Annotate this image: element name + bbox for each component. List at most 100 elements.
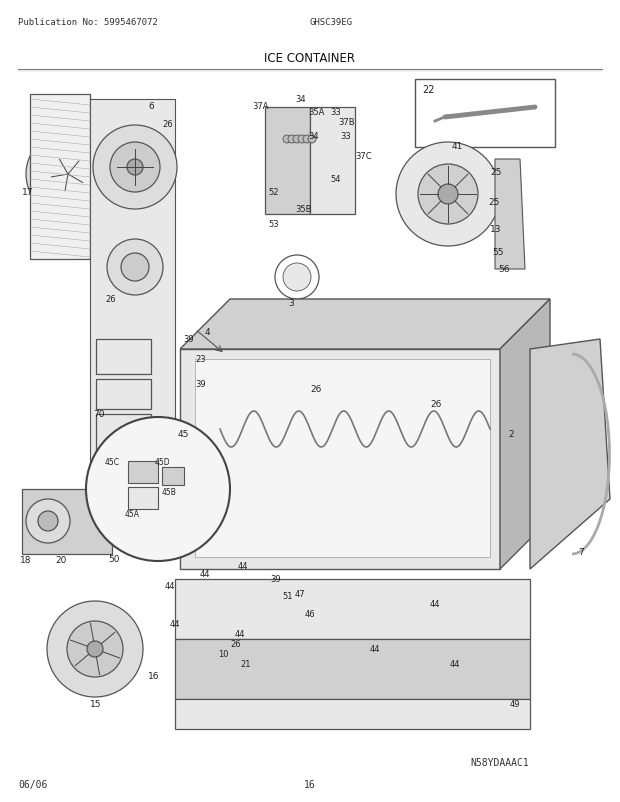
Circle shape	[298, 136, 306, 144]
Circle shape	[308, 136, 316, 144]
Text: 33: 33	[340, 132, 351, 141]
Text: 44: 44	[430, 599, 440, 608]
Circle shape	[46, 153, 90, 196]
Circle shape	[62, 168, 74, 180]
Text: 26: 26	[105, 294, 115, 304]
Polygon shape	[195, 359, 490, 557]
Text: 41: 41	[452, 142, 463, 151]
Bar	[162, 468, 184, 485]
Text: GHSC39EG: GHSC39EG	[310, 18, 353, 27]
Text: ICE CONTAINER: ICE CONTAINER	[265, 52, 355, 65]
Text: 35A: 35A	[308, 107, 324, 117]
Text: 25: 25	[490, 168, 502, 176]
Text: 25: 25	[488, 198, 499, 207]
Bar	[96, 379, 151, 410]
Circle shape	[275, 256, 319, 300]
Polygon shape	[530, 339, 610, 569]
Text: 39: 39	[183, 334, 193, 343]
Text: 53: 53	[268, 220, 278, 229]
Polygon shape	[495, 160, 525, 269]
Text: 10: 10	[218, 649, 229, 658]
Text: 37C: 37C	[355, 152, 371, 160]
Circle shape	[87, 642, 103, 657]
Text: 20: 20	[55, 555, 66, 565]
Circle shape	[288, 136, 296, 144]
Circle shape	[293, 136, 301, 144]
Bar	[22, 489, 112, 554]
Text: 18: 18	[20, 555, 32, 565]
Polygon shape	[175, 639, 530, 699]
Polygon shape	[310, 107, 355, 215]
Text: 06/06: 06/06	[18, 779, 47, 789]
Polygon shape	[500, 300, 550, 569]
Circle shape	[47, 602, 143, 697]
Text: 17: 17	[22, 188, 33, 196]
Circle shape	[127, 160, 143, 176]
Text: Publication No: 5995467072: Publication No: 5995467072	[18, 18, 157, 27]
Polygon shape	[175, 579, 530, 639]
Bar	[96, 415, 151, 455]
Text: 22: 22	[422, 85, 435, 95]
Text: 54: 54	[330, 175, 340, 184]
Text: 45A: 45A	[125, 509, 140, 518]
Text: 26: 26	[230, 639, 241, 648]
Text: N58YDAAAC1: N58YDAAAC1	[470, 757, 529, 767]
Circle shape	[26, 500, 70, 543]
Polygon shape	[30, 95, 90, 260]
Text: 23: 23	[195, 354, 206, 363]
Circle shape	[26, 133, 110, 217]
Text: 37A: 37A	[252, 102, 268, 111]
Text: 44: 44	[170, 619, 180, 628]
Circle shape	[418, 164, 478, 225]
Text: 3: 3	[288, 298, 294, 308]
Polygon shape	[180, 350, 500, 569]
Text: 15: 15	[90, 699, 102, 708]
Text: 51: 51	[282, 591, 293, 600]
Text: 46: 46	[305, 610, 316, 618]
Text: 56: 56	[498, 265, 510, 273]
Text: 39: 39	[195, 379, 206, 388]
Circle shape	[38, 512, 58, 532]
Text: 26: 26	[162, 119, 172, 129]
Text: 26: 26	[310, 384, 321, 394]
Circle shape	[303, 136, 311, 144]
Text: 6: 6	[148, 102, 154, 111]
Text: 4: 4	[205, 327, 211, 337]
Text: 44: 44	[200, 569, 211, 578]
Text: 34: 34	[308, 132, 319, 141]
Text: 2: 2	[508, 429, 513, 439]
Circle shape	[107, 240, 163, 296]
Circle shape	[121, 253, 149, 282]
Text: 45D: 45D	[155, 457, 170, 467]
Text: 55: 55	[492, 248, 503, 257]
Polygon shape	[175, 699, 530, 729]
Circle shape	[438, 184, 458, 205]
Text: 44: 44	[235, 630, 246, 638]
Text: 7: 7	[578, 547, 584, 557]
Bar	[128, 461, 158, 484]
Text: 44: 44	[165, 581, 175, 590]
Text: 26: 26	[430, 399, 441, 408]
Circle shape	[283, 136, 291, 144]
Text: 44: 44	[450, 659, 461, 668]
Bar	[415, 80, 555, 148]
Text: 45B: 45B	[162, 488, 177, 496]
Text: 16: 16	[304, 779, 316, 789]
Text: 21: 21	[240, 659, 250, 668]
Polygon shape	[180, 300, 550, 350]
Polygon shape	[90, 100, 175, 489]
Text: 44: 44	[238, 561, 249, 570]
Text: 39: 39	[270, 574, 281, 583]
Text: 33: 33	[330, 107, 341, 117]
Text: 37B: 37B	[338, 118, 355, 127]
Text: 35B: 35B	[295, 205, 311, 214]
Text: 47: 47	[295, 589, 306, 598]
Bar	[96, 339, 151, 375]
Text: 45C: 45C	[105, 457, 120, 467]
Circle shape	[86, 418, 230, 561]
Text: 45: 45	[178, 429, 189, 439]
Circle shape	[110, 143, 160, 192]
Circle shape	[283, 264, 311, 292]
Text: 16: 16	[148, 671, 159, 680]
Text: 34: 34	[295, 95, 306, 104]
